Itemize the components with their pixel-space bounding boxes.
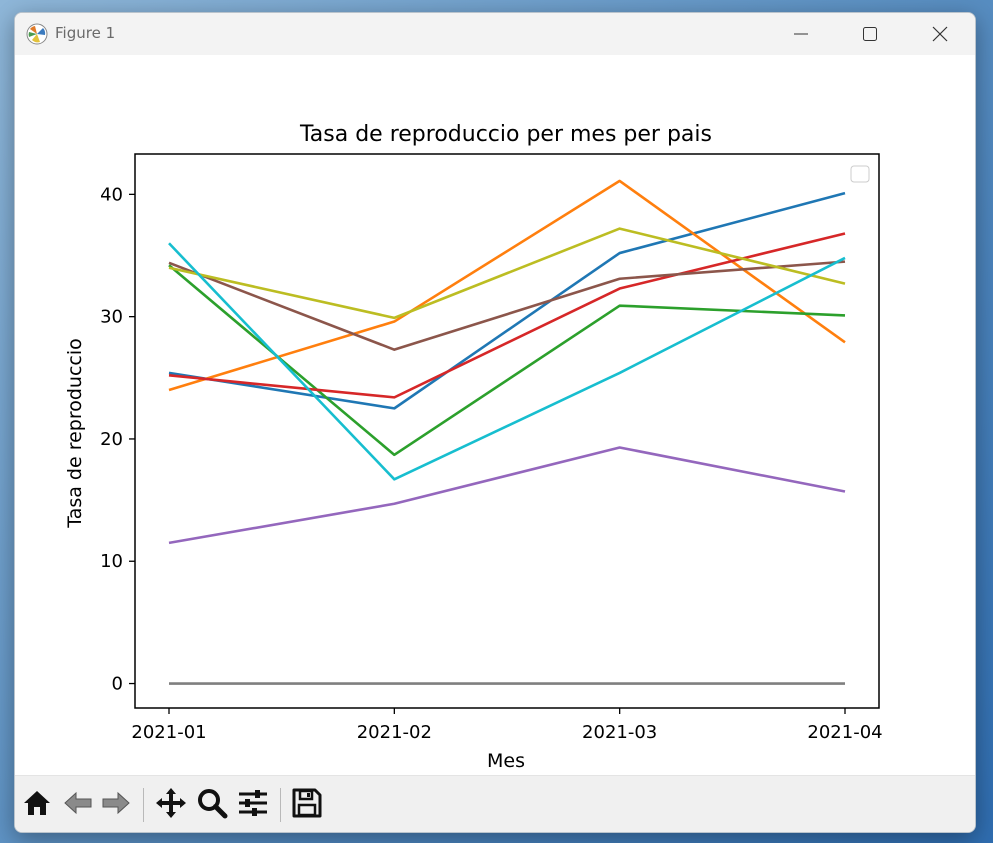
configure-subplots-button[interactable] (236, 788, 270, 822)
pan-button[interactable] (154, 788, 188, 822)
series-layer (168, 179, 846, 685)
series-line-2 (168, 179, 846, 392)
series-line-8 (168, 227, 846, 320)
x-axis-label: Mes (487, 750, 525, 772)
home-icon (22, 788, 52, 822)
configure-subplots-icon (237, 787, 269, 823)
maximize-icon (862, 26, 878, 42)
y-axis-label: Tasa de reproduccio (64, 338, 86, 529)
axes-layer: 2021-01 2021-02 2021-03 2021-04 0 10 20 30 40 (100, 184, 883, 743)
save-button[interactable] (290, 788, 324, 822)
close-icon (932, 26, 948, 42)
series-line-1 (168, 191, 846, 410)
back-arrow-icon (63, 788, 93, 822)
minimize-icon (793, 26, 809, 42)
title-bar[interactable]: Figure 1 (15, 13, 975, 55)
series-line-6 (168, 260, 846, 351)
y-tick-label: 20 (100, 429, 123, 450)
plot-frame (134, 153, 880, 709)
minimize-button[interactable] (766, 13, 836, 55)
close-button[interactable] (905, 13, 975, 55)
toolbar-separator (280, 788, 281, 822)
chart-title: Tasa de reproduccio per mes per pais (299, 122, 712, 147)
home-button[interactable] (20, 788, 54, 822)
y-tick-label: 40 (100, 184, 123, 205)
forward-button[interactable] (99, 788, 133, 822)
window-title: Figure 1 (55, 24, 116, 42)
y-tick-label: 0 (112, 674, 123, 695)
navigation-toolbar (15, 775, 975, 832)
x-tick-label: 2021-03 (582, 722, 657, 743)
y-tick-label: 30 (100, 307, 123, 328)
save-icon (291, 787, 323, 823)
matplotlib-icon (26, 23, 48, 45)
y-tick-label: 10 (100, 551, 123, 572)
series-line-4 (168, 232, 846, 399)
x-tick-label: 2021-01 (131, 722, 206, 743)
zoom-button[interactable] (195, 788, 229, 822)
toolbar-separator (143, 788, 144, 822)
back-button[interactable] (61, 788, 95, 822)
figure-window: Figure 1 Tasa de reproduccio per mes per… (14, 12, 976, 833)
zoom-icon (196, 787, 228, 823)
forward-arrow-icon (101, 788, 131, 822)
pan-icon (155, 787, 187, 823)
series-line-5 (168, 446, 846, 545)
legend-box (850, 165, 870, 183)
x-tick-label: 2021-04 (807, 722, 882, 743)
x-tick-label: 2021-02 (357, 722, 432, 743)
series-line-9 (168, 242, 846, 481)
figure-canvas[interactable]: Tasa de reproduccio per mes per pais 202… (15, 55, 975, 775)
maximize-button[interactable] (835, 13, 905, 55)
line-chart: Tasa de reproduccio per mes per pais 202… (64, 122, 883, 772)
